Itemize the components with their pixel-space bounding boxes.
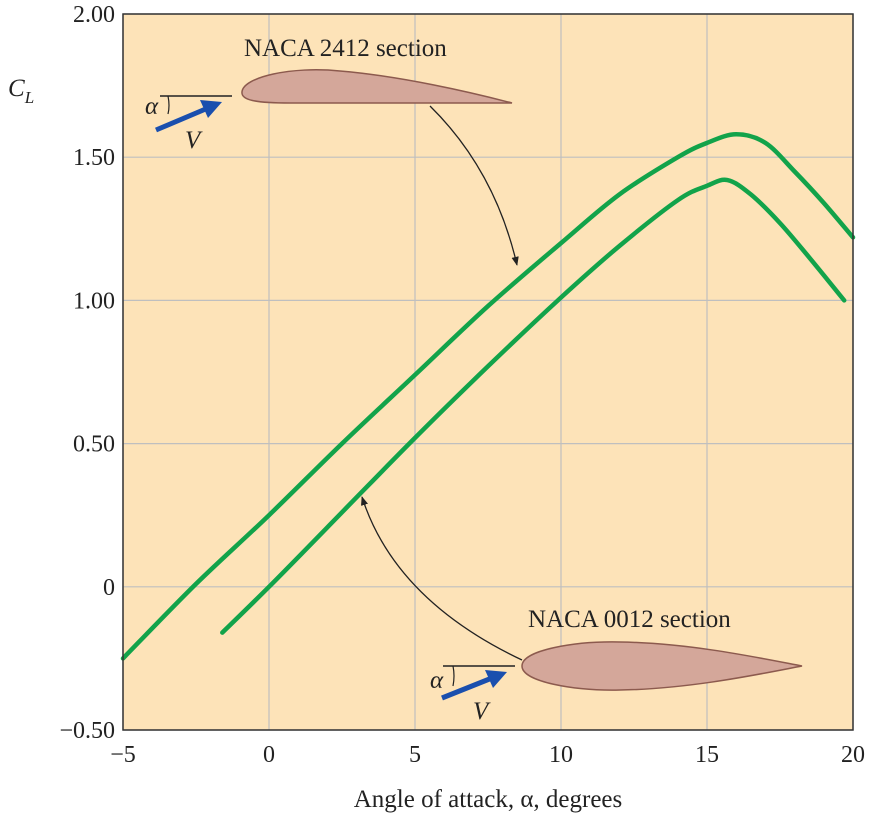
series-line-naca-2412: [120, 132, 856, 661]
plot-frame: [122, 13, 854, 731]
naca-2412-velocity-arrow-icon: [155, 105, 209, 133]
naca-0012-velocity-arrowhead-icon: [485, 670, 507, 688]
y-tick-label: −0.50: [59, 718, 115, 744]
naca-2412-annotation: NACA 2412 section α V: [145, 35, 519, 266]
naca-0012-leader-arrow: [361, 496, 523, 661]
naca-0012-label: NACA 0012 section: [528, 606, 731, 633]
naca-0012-alpha-symbol: α: [430, 667, 444, 694]
y-axis-title-sub: L: [24, 88, 34, 107]
naca-2412-alpha-symbol: α: [145, 93, 159, 120]
x-tick-label: 5: [409, 742, 421, 768]
naca-2412-velocity-symbol: V: [185, 127, 203, 154]
y-tick-label: 2.00: [73, 2, 115, 28]
y-tick-label: 0: [103, 575, 115, 601]
naca-0012-airfoil-icon: [521, 641, 803, 691]
naca-0012-velocity-symbol: V: [473, 698, 491, 725]
x-tick-label: 20: [841, 742, 865, 768]
naca-2412-label: NACA 2412 section: [244, 35, 447, 62]
series-line-naca-0012: [220, 177, 847, 635]
x-axis-title: Angle of attack, α, degrees: [354, 786, 623, 813]
naca-2412-leader-arrow: [429, 105, 519, 266]
x-tick-label: −5: [110, 742, 136, 768]
naca-0012-annotation: NACA 0012 section α V: [361, 496, 803, 725]
y-tick-label: 1.50: [73, 145, 115, 171]
naca-2412-airfoil-icon: [241, 69, 513, 104]
series-layer: [120, 132, 856, 661]
naca-2412-velocity-arrowhead-icon: [200, 100, 222, 118]
naca-2412-alpha-arc-icon: [167, 95, 170, 115]
naca-0012-velocity-arrow-icon: [441, 675, 493, 701]
x-tick-label: 15: [695, 742, 719, 768]
y-axis-title-main: C: [8, 75, 25, 102]
naca-0012-alpha-arc-icon: [452, 665, 455, 687]
tick-labels: −5 0 5 10 15 20 −0.50 0 0.50 1.00 1.50 2.00: [59, 2, 865, 768]
y-axis-title: CL: [8, 75, 34, 107]
x-tick-label: 10: [549, 742, 573, 768]
x-tick-label: 0: [263, 742, 275, 768]
y-tick-label: 1.00: [73, 288, 115, 314]
y-tick-label: 0.50: [73, 432, 115, 458]
